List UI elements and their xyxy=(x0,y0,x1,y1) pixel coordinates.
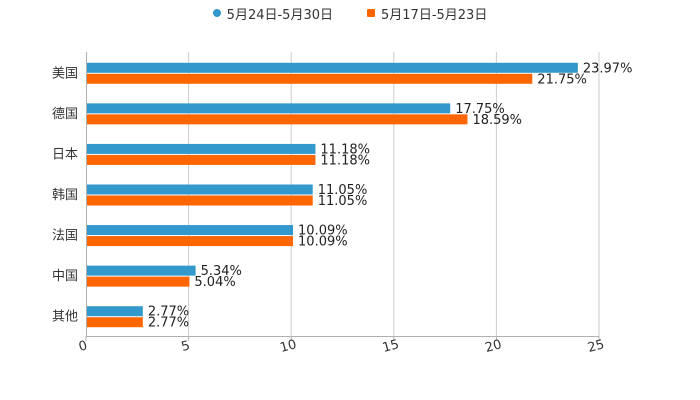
legend-label-series-1: 5月24日-5月30日 xyxy=(226,7,333,23)
legend-marker-series-2 xyxy=(367,9,375,17)
x-tick-label: 0 xyxy=(77,338,89,355)
data-label-series-2: 11.05% xyxy=(318,194,368,209)
data-label-series-2: 11.18% xyxy=(320,153,370,168)
bar-series-1 xyxy=(87,265,196,276)
data-label-series-1: 11.18% xyxy=(320,142,370,157)
bar-series-2 xyxy=(87,195,313,206)
x-tick-label: 25 xyxy=(586,337,606,356)
bar-series-2 xyxy=(87,236,294,247)
y-tick-label: 法国 xyxy=(52,229,78,244)
bar-series-1 xyxy=(87,184,313,195)
bar-series-2 xyxy=(87,114,468,125)
bar-series-2 xyxy=(87,276,190,287)
y-tick-label: 中国 xyxy=(52,269,78,284)
y-tick-label: 日本 xyxy=(52,147,78,162)
bar-series-1 xyxy=(87,143,316,154)
data-label-series-1: 23.97% xyxy=(583,61,633,76)
data-label-series-1: 2.77% xyxy=(148,305,189,320)
data-label-series-2: 18.59% xyxy=(472,113,522,128)
data-label-series-1: 10.09% xyxy=(298,224,348,239)
bar-series-1 xyxy=(87,103,451,114)
legend-label-series-2: 5月17日-5月23日 xyxy=(381,7,488,23)
x-tick-label: 15 xyxy=(381,337,401,356)
legend-marker-series-1 xyxy=(212,9,221,17)
data-label-series-1: 5.34% xyxy=(201,264,242,279)
x-tick-label: 5 xyxy=(180,338,192,355)
bar-series-2 xyxy=(87,73,533,84)
y-tick-label: 其他 xyxy=(52,310,78,325)
data-label-series-2: 5.04% xyxy=(194,275,235,290)
y-tick-label: 韩国 xyxy=(52,188,78,203)
legend: 5月24日-5月30日 5月17日-5月23日 xyxy=(0,4,700,23)
data-label-series-2: 10.09% xyxy=(298,235,348,250)
bar-series-1 xyxy=(87,62,578,73)
data-label-series-1: 11.05% xyxy=(318,183,368,198)
x-tick-label: 20 xyxy=(484,337,504,356)
legend-item-series-2[interactable]: 5月17日-5月23日 xyxy=(367,4,487,23)
data-label-series-2: 21.75% xyxy=(537,72,587,87)
y-tick-label: 美国 xyxy=(52,66,78,81)
y-tick-label: 德国 xyxy=(52,107,78,122)
legend-item-series-1[interactable]: 5月24日-5月30日 xyxy=(212,4,333,23)
data-label-series-1: 17.75% xyxy=(455,102,505,117)
bar-series-1 xyxy=(87,306,143,317)
bar-series-1 xyxy=(87,225,294,236)
bar-series-2 xyxy=(87,317,143,328)
bar-series-2 xyxy=(87,154,316,165)
data-label-series-2: 2.77% xyxy=(148,316,189,331)
x-tick-label: 10 xyxy=(278,337,298,356)
